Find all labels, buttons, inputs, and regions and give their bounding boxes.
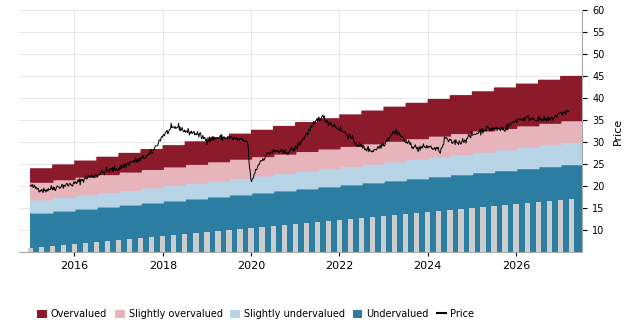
Bar <box>392 215 397 252</box>
Y-axis label: Price: Price <box>613 117 623 145</box>
Bar <box>469 208 475 252</box>
Bar <box>536 202 541 252</box>
Bar <box>83 243 88 252</box>
Bar <box>557 200 563 252</box>
Bar <box>50 246 55 252</box>
Bar <box>193 233 198 252</box>
Bar <box>271 226 276 252</box>
Bar <box>259 227 265 252</box>
Bar <box>381 216 387 252</box>
Bar <box>502 205 508 252</box>
Bar <box>547 201 552 252</box>
Bar <box>182 234 188 252</box>
Bar <box>72 244 77 252</box>
Bar <box>61 245 66 252</box>
Bar <box>171 235 177 252</box>
Bar <box>425 212 431 252</box>
Bar <box>28 248 33 252</box>
Bar <box>215 231 221 252</box>
Bar <box>458 209 463 252</box>
Bar <box>303 223 309 252</box>
Bar <box>282 225 287 252</box>
Bar <box>359 218 364 252</box>
Bar <box>569 199 574 252</box>
Bar <box>237 229 243 252</box>
Bar <box>348 219 353 252</box>
Bar <box>248 228 253 252</box>
Bar <box>160 236 165 252</box>
Bar <box>447 210 452 252</box>
Bar <box>492 206 497 252</box>
Bar <box>513 204 519 252</box>
Bar <box>227 230 232 252</box>
Bar <box>105 241 110 252</box>
Bar <box>370 217 375 252</box>
Bar <box>149 237 154 252</box>
Bar <box>337 220 342 252</box>
Bar <box>403 214 408 252</box>
Bar <box>292 224 298 252</box>
Bar <box>204 232 209 252</box>
Bar <box>127 239 132 252</box>
Bar <box>326 221 331 252</box>
Bar <box>138 238 143 252</box>
Bar <box>481 207 486 252</box>
Legend: Overvalued, Slightly overvalued, Slightly undervalued, Undervalued, Price: Overvalued, Slightly overvalued, Slightl… <box>33 305 478 323</box>
Bar <box>38 247 44 252</box>
Bar <box>94 242 99 252</box>
Bar <box>414 213 419 252</box>
Bar <box>315 222 320 252</box>
Bar <box>116 240 121 252</box>
Bar <box>525 203 530 252</box>
Bar <box>436 211 442 252</box>
